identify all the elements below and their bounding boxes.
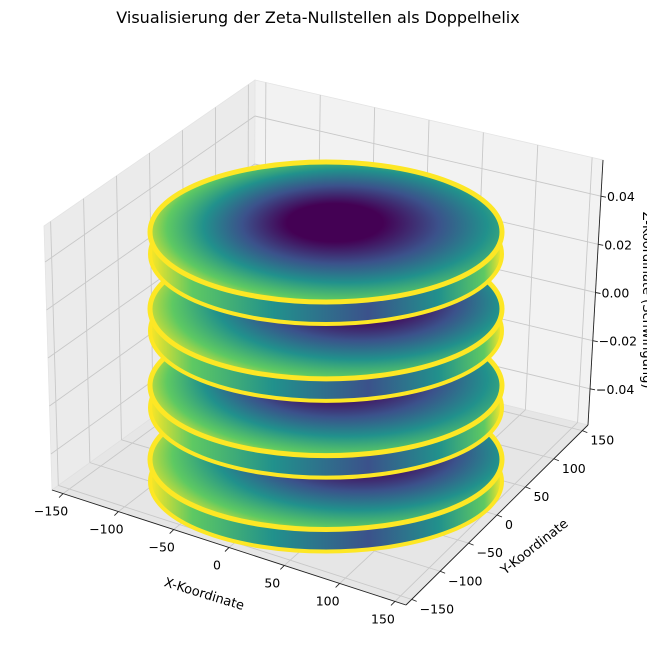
z-grid-line [254, 115, 602, 197]
x-axis-label: X-Koordinate [162, 575, 246, 614]
x-tick-label: 0 [213, 558, 221, 573]
x-tick-label: −50 [148, 540, 174, 555]
x-tick-mark [390, 601, 396, 606]
z-tick-label: −0.04 [596, 382, 634, 397]
x-tick-label: −150 [34, 504, 68, 519]
z-tick-label: −0.02 [599, 334, 637, 349]
y-tick-label: −150 [420, 601, 454, 616]
y-tick-mark [553, 458, 560, 462]
z-tick-mark [595, 292, 601, 294]
y-tick-label: −100 [448, 573, 482, 588]
z-tick-mark [589, 388, 596, 391]
z-tick-label: 0.00 [602, 286, 630, 301]
y-tick-mark [582, 430, 588, 434]
z-grid-line [44, 115, 256, 263]
z-tick-mark [592, 340, 598, 343]
x-tick-label: −100 [89, 522, 123, 537]
disc-3-side [150, 385, 502, 478]
helix-discs [147, 159, 505, 554]
x-tick-label: 50 [264, 575, 280, 590]
z-tick-label: 0.02 [604, 237, 632, 252]
x-tick-label: 150 [371, 611, 395, 626]
x-tick-mark [335, 583, 340, 588]
disc-1-side [150, 232, 502, 325]
y-tick-mark [468, 542, 474, 546]
y-tick-mark [496, 514, 503, 518]
y-tick-mark [439, 570, 446, 574]
z-axis-label: Z-Koordinate (Schwingung) [639, 212, 647, 389]
z-tick-label: 0.04 [607, 189, 635, 204]
x-tick-mark [279, 565, 285, 570]
x-tick-mark [114, 511, 119, 516]
x-tick-label: 100 [316, 593, 340, 608]
x-tick-mark [58, 493, 64, 498]
y-tick-label: 50 [533, 489, 549, 504]
y-tick-mark [525, 486, 531, 490]
chart-title: Visualisierung der Zeta-Nullstellen als … [116, 8, 519, 27]
z-tick-mark [598, 243, 604, 246]
z-tick-mark [600, 195, 607, 198]
y-tick-label: −50 [477, 545, 503, 560]
disc-1-top [147, 159, 505, 305]
y-tick-mark [411, 598, 417, 602]
y-tick-label: 100 [562, 461, 586, 476]
x-tick-mark [169, 529, 175, 534]
y-tick-label: 0 [505, 517, 513, 532]
disc-2-side [150, 308, 502, 401]
disc-4-side [150, 459, 502, 552]
x-tick-mark [224, 547, 230, 552]
disc-1 [147, 159, 505, 327]
tick-labels: −150−100−50050100150−150−100−50050100150… [34, 189, 637, 626]
y-tick-label: 150 [590, 433, 614, 448]
